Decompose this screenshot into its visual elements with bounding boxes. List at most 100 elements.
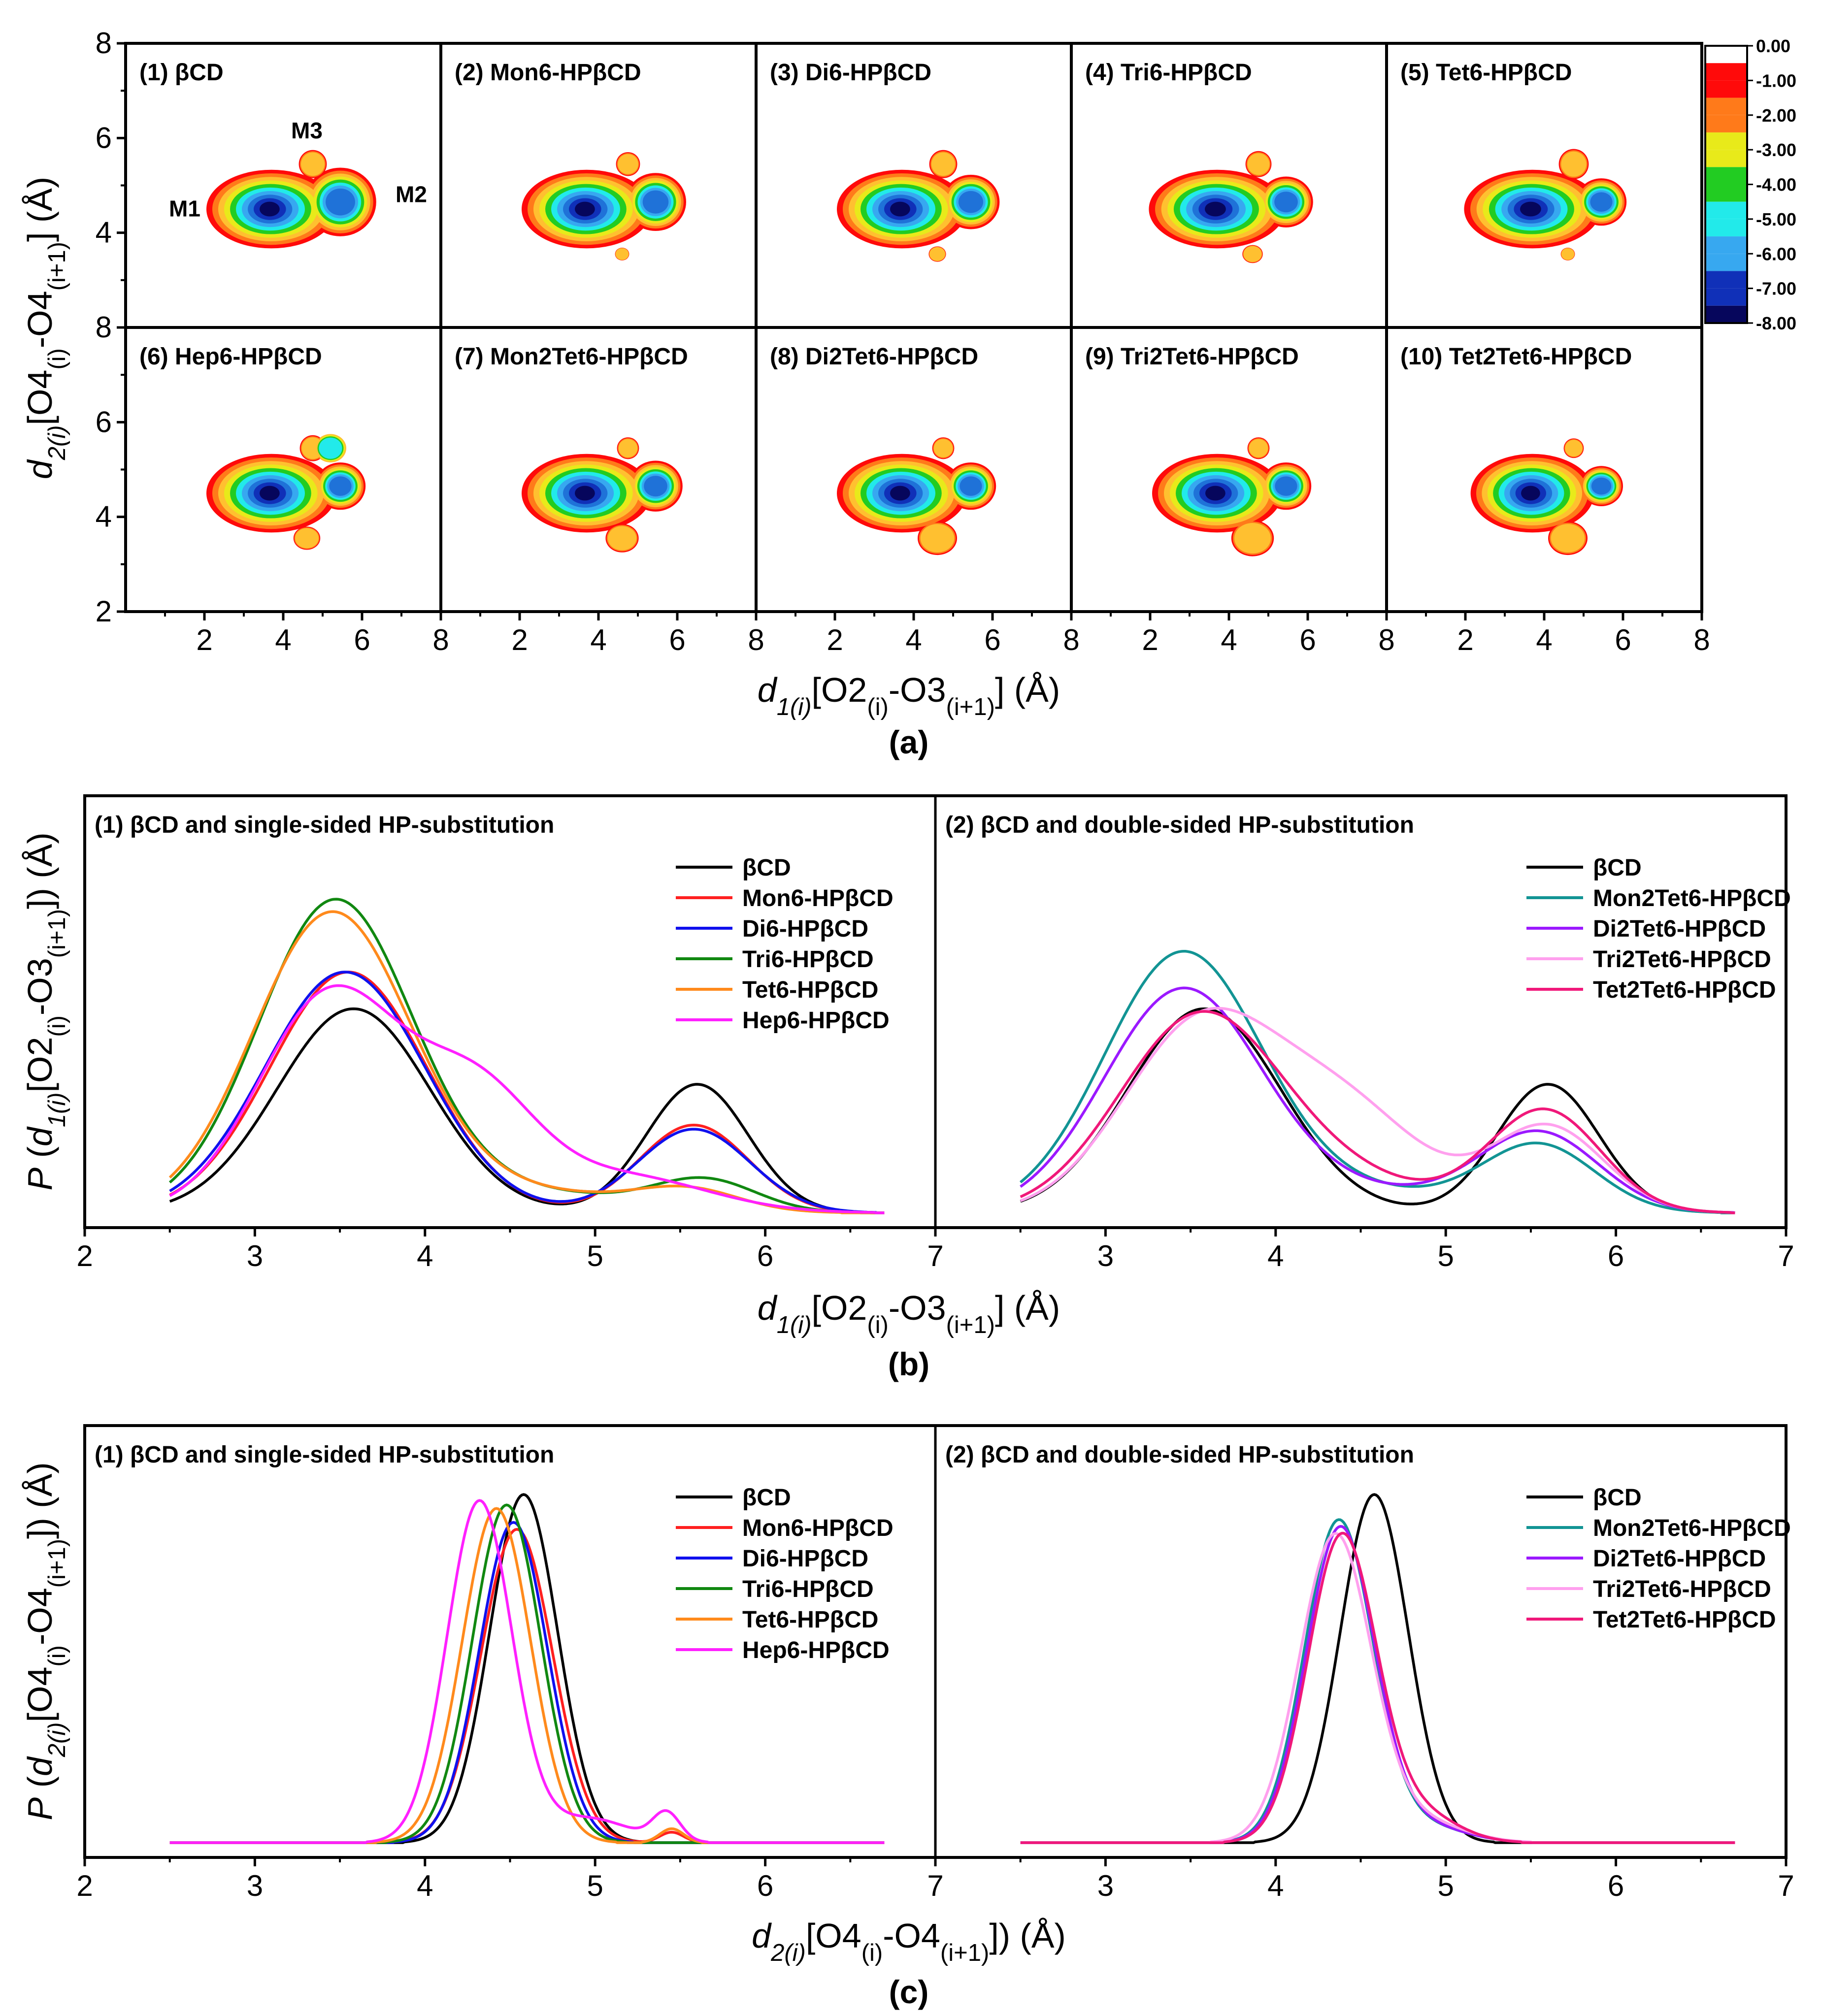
- x-tick-label: 5: [1438, 1239, 1454, 1272]
- x-axis-label-b: d1(i)[O2(i)-O3(i+1)] (Å): [758, 1289, 1060, 1338]
- contour-levels: [1464, 149, 1627, 260]
- contour-m2-level-7: [329, 476, 352, 496]
- map-title: (6) Hep6-HPβCD: [139, 344, 322, 370]
- colorbar: 0.00 -1.00 -2.00 -3.00 -4.00 -5.00 -6.00 -7.00 -…: [1704, 36, 1796, 333]
- legend-label-mon2tet6: Mon2Tet6-HPβCD: [1593, 1515, 1791, 1541]
- colorbar-segment: [1705, 236, 1747, 254]
- contour-levels: [206, 434, 366, 550]
- map-title: (1) βCD: [139, 60, 224, 86]
- legend: βCD Mon2Tet6-HPβCD Di2Tet6-HPβCD Tri2Tet6-H…: [1526, 855, 1791, 1003]
- y-axis-label-b: P (d1(i)[O2(i)-O3(i+1)]) (Å): [21, 832, 70, 1190]
- x-tick-label: 2: [196, 623, 212, 656]
- contour-levels: [1470, 438, 1623, 555]
- legend-label-hep6: Hep6-HPβCD: [742, 1008, 890, 1034]
- contour-m1-level-9: [890, 486, 910, 501]
- x-tick-label: 6: [757, 1239, 773, 1272]
- series-line-tri2tet6: [1020, 1007, 1735, 1214]
- contour-m2-level-7: [1590, 192, 1613, 212]
- panel-c-label: (c): [889, 1974, 929, 2010]
- y-tick-label: 8: [96, 27, 112, 60]
- contour-ext-level-2: [607, 526, 637, 551]
- series-line-bcd: [1020, 1007, 1735, 1214]
- legend-label-tri6: Tri6-HPβCD: [742, 946, 874, 973]
- contour-m3-level-2: [1561, 151, 1587, 177]
- legend: βCD Mon6-HPβCD Di6-HPβCD Tri6-HPβCD Tet6-HPβ…: [676, 1485, 894, 1663]
- annotation-m2: M2: [396, 182, 427, 207]
- series-line-hep6: [169, 1499, 885, 1844]
- map-title: (10) Tet2Tet6-HPβCD: [1400, 344, 1632, 370]
- contour-m3-level-2: [1249, 439, 1268, 457]
- colorbar-segment: [1705, 288, 1747, 306]
- subplot-1: (1) βCD and single-sided HP-substitution…: [76, 1442, 943, 1902]
- x-tick-label: 6: [354, 623, 370, 656]
- contour-levels: [837, 150, 1000, 262]
- x-axis-ticks: 3 4 5 6 7: [934, 1857, 1794, 1902]
- x-tick-label: 7: [1778, 1869, 1794, 1902]
- x-tick-label: 4: [417, 1869, 433, 1902]
- x-tick-label: 8: [1063, 623, 1079, 656]
- x-tick-label: 6: [1299, 623, 1316, 656]
- contour-m2-level-7: [326, 188, 355, 216]
- legend-label-bcd: βCD: [742, 855, 791, 881]
- colorbar-tick-label: -3.00: [1756, 140, 1796, 160]
- panel-c-d2-distributions: (1) βCD and single-sided HP-substitution…: [21, 1424, 1794, 1966]
- annotation-m1: M1: [169, 196, 200, 222]
- fes-map-1: (1) βCD: [124, 42, 442, 329]
- x-tick-label: 4: [590, 623, 606, 656]
- y-tick-label: 8: [96, 311, 112, 344]
- legend-label-di2tet6: Di2Tet6-HPβCD: [1593, 1546, 1766, 1572]
- contour-m2-level-7: [960, 476, 982, 496]
- series-line-di2tet6: [1020, 986, 1736, 1214]
- x-tick-label: 6: [984, 623, 1000, 656]
- legend-label-tet2tet6: Tet2Tet6-HPβCD: [1593, 1607, 1776, 1633]
- contour-levels: [1152, 437, 1312, 556]
- x-tick-label: 5: [587, 1869, 603, 1902]
- colorbar-tick-label: -2.00: [1756, 105, 1796, 126]
- subplot-title: (2) βCD and double-sided HP-substitution: [945, 1442, 1414, 1468]
- subplot-title: (1) βCD and single-sided HP-substitution: [95, 812, 554, 838]
- legend: βCD Mon6-HPβCD Di6-HPβCD Tri6-HPβCD Tet6-HPβ…: [676, 855, 894, 1034]
- colorbar-tick-label: -7.00: [1756, 279, 1796, 299]
- fes-map-6: (6) Hep6-HPβCD: [124, 326, 442, 613]
- map-title: (7) Mon2Tet6-HPβCD: [455, 344, 688, 370]
- contour-ext-level-2: [920, 524, 955, 553]
- x-axis-label-c: d2(i)[O4(i)-O4(i+1)]) (Å): [752, 1917, 1066, 1966]
- map-x-axis: 2 4 6 8 2 4 6 8 2 4 6 8 2 4 6 8 2 4 6 8: [164, 612, 1710, 656]
- x-tick-label: 2: [1457, 623, 1473, 656]
- legend-label-mon6: Mon6-HPβCD: [742, 885, 894, 911]
- x-tick-label: 6: [1608, 1239, 1624, 1272]
- x-tick-label: 3: [1097, 1869, 1114, 1902]
- y-tick-label: 4: [96, 216, 112, 249]
- subplot-2: (2) βCD and double-sided HP-substitution…: [934, 1442, 1794, 1902]
- y-tick-label: 6: [96, 121, 112, 154]
- legend-label-di2tet6: Di2Tet6-HPβCD: [1593, 916, 1766, 942]
- y-tick-label: 6: [96, 405, 112, 438]
- contour-ext-level-2: [1234, 522, 1271, 553]
- colorbar-segment: [1705, 115, 1747, 132]
- contour-hep-level-3: [319, 437, 342, 459]
- contour-m1-level-9: [1204, 201, 1226, 217]
- x-tick-label: 2: [1142, 623, 1158, 656]
- map-title: (2) Mon6-HPβCD: [455, 60, 641, 86]
- contour-m3-level-2: [618, 439, 638, 457]
- contour-ext-level-2: [295, 528, 319, 549]
- x-tick-label: 8: [748, 623, 764, 656]
- contour-levels: [522, 437, 683, 553]
- x-tick-label: 6: [669, 623, 685, 656]
- contour-m1-level-9: [575, 486, 595, 501]
- x-tick-label: 2: [511, 623, 528, 656]
- fes-map-7: (7) Mon2Tet6-HPβCD: [439, 326, 758, 613]
- colorbar-segment: [1705, 150, 1747, 167]
- legend: βCD Mon2Tet6-HPβCD Di2Tet6-HPβCD Tri2Tet6-H…: [1526, 1485, 1791, 1633]
- legend-label-tri2tet6: Tri2Tet6-HPβCD: [1593, 946, 1771, 973]
- contour-m3-level-2: [933, 439, 953, 457]
- legend-label-mon6: Mon6-HPβCD: [742, 1515, 894, 1541]
- contour-levels: [206, 150, 376, 249]
- subplot-title: (2) βCD and double-sided HP-substitution: [945, 812, 1414, 838]
- map-y-axis-label: d2(i)[O4(i)-O4(i+1)] (Å): [21, 177, 70, 479]
- map-title: (8) Di2Tet6-HPβCD: [770, 344, 978, 370]
- annotation-m3: M3: [291, 118, 323, 143]
- contour-m3-level-2: [618, 154, 638, 174]
- colorbar-tick-label: -4.00: [1756, 175, 1796, 195]
- x-tick-label: 6: [757, 1869, 773, 1902]
